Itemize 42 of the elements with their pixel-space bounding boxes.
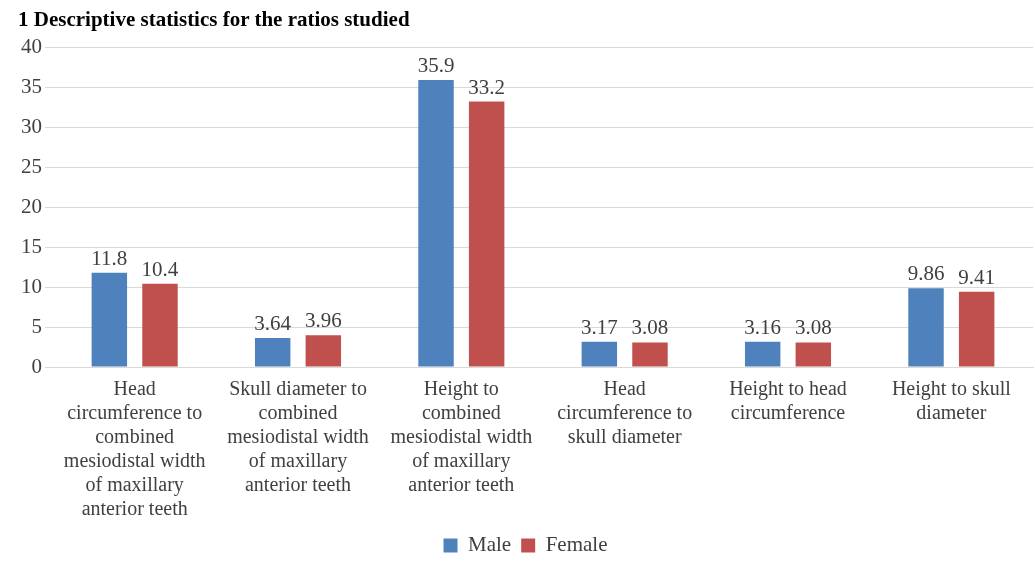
y-tick-label: 10 [21,273,42,298]
bar [744,341,781,367]
bar [581,341,618,367]
bar [142,283,178,367]
y-tick-label: 20 [21,193,42,218]
x-tick-label: Height to head circumference [729,377,847,424]
data-label: 10.4 [141,256,179,281]
y-tick-label: 5 [31,313,42,338]
y-tick-label: 25 [21,153,42,178]
x-tick-label: Head circumference to combined mesiodistal width of maxillary anterior teeth [63,377,206,520]
data-label: 35.9 [417,53,455,77]
y-tick-label: 40 [21,33,42,58]
y-tick-label: 0 [31,353,42,378]
data-label: 3.16 [744,314,782,339]
bar [468,101,505,367]
bar [254,337,291,367]
x-tick-label: Head circumference to skull diameter [557,377,693,448]
data-label: 3.17 [580,314,618,339]
bar [958,291,995,367]
x-tick-label: Height to combined mesiodistal width of maxillary anterior teeth [390,377,533,496]
bar [418,79,454,367]
x-tick-label: Skull diameter to combined mesiodistal width of maxillary anterior teeth [227,377,369,496]
data-label: 9.41 [958,264,996,289]
x-tick-label: Height to skull diameter [891,377,1012,424]
y-tick-label: 30 [21,113,42,138]
bar [305,335,342,367]
chart-title: 1 Descriptive statistics for the ratios studied [18,7,410,32]
legend-label: Male [468,532,512,557]
data-label: 9.86 [907,261,945,286]
bar [91,272,128,367]
data-label: 3.96 [304,308,342,333]
y-tick-label: 35 [21,73,42,98]
legend-label: Female [545,532,608,557]
bar [908,288,944,367]
data-label: 11.8 [91,245,128,270]
bar [632,342,668,367]
data-label: 3.08 [631,315,669,340]
y-tick-label: 15 [21,233,42,258]
data-label: 33.2 [468,74,506,99]
data-label: 3.64 [254,310,292,335]
data-label: 3.08 [794,315,832,340]
bar [795,342,832,367]
